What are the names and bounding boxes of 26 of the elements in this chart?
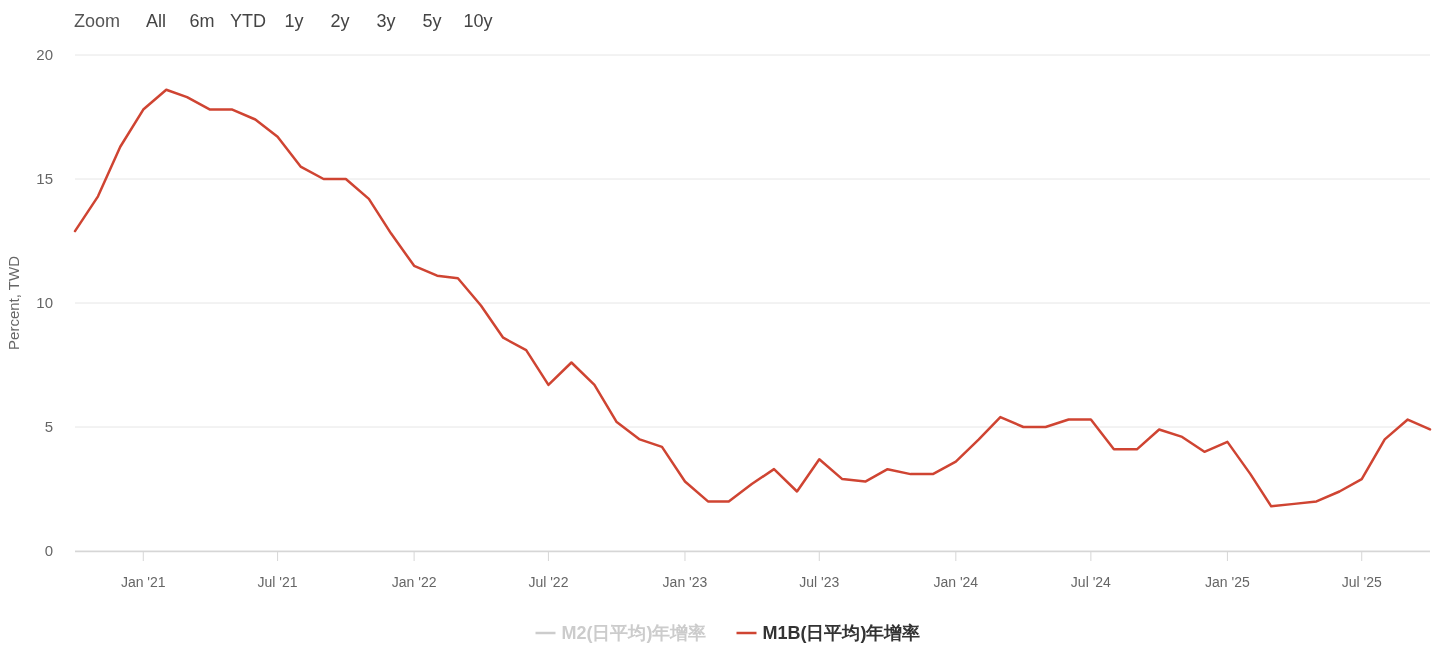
y-axis-title: Percent, TWD bbox=[5, 255, 22, 350]
range-option-label: 5y bbox=[422, 11, 442, 31]
y-tick-label: 10 bbox=[36, 294, 53, 311]
y-tick-label: 5 bbox=[44, 418, 53, 435]
range-option-label: All bbox=[146, 11, 166, 31]
x-tick-label: Jan '22 bbox=[391, 574, 437, 590]
x-tick-label: Jul '23 bbox=[799, 574, 840, 590]
range-option-label: 6m bbox=[189, 11, 215, 31]
x-tick-label: Jan '25 bbox=[1205, 574, 1250, 590]
x-tick-label: Jan '24 bbox=[933, 574, 979, 590]
x-tick-label: Jan '23 bbox=[662, 574, 708, 590]
y-tick-label: 20 bbox=[36, 46, 53, 63]
range-option-label: 2y bbox=[330, 11, 350, 31]
range-option-label: 1y bbox=[284, 11, 304, 31]
x-tick-label: Jul '25 bbox=[1341, 574, 1382, 590]
x-tick-label: Jul '21 bbox=[257, 574, 298, 590]
y-tick-label: 0 bbox=[44, 542, 53, 559]
range-option-label: 3y bbox=[376, 11, 396, 31]
legend-label: M1B(日平均)年增率 bbox=[762, 623, 921, 643]
range-selector-label: Zoom bbox=[74, 11, 120, 31]
range-option-label: 10y bbox=[463, 11, 493, 31]
range-option-label: YTD bbox=[230, 11, 266, 31]
y-tick-label: 15 bbox=[36, 170, 53, 187]
x-tick-label: Jul '24 bbox=[1070, 574, 1112, 590]
x-tick-label: Jan '21 bbox=[120, 574, 166, 590]
x-tick-label: Jul '22 bbox=[528, 574, 569, 590]
